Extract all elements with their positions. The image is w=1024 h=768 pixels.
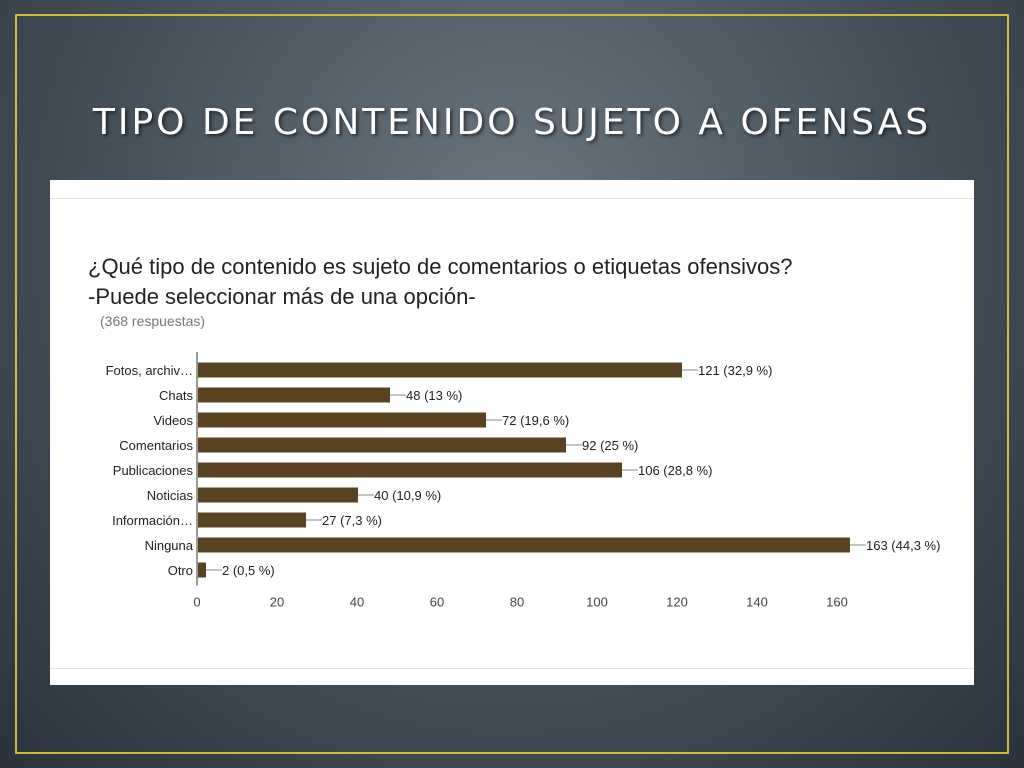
bar-chart: Fotos, archiv… 121 (32,9 %) Chats 48 (13 %)… (106, 352, 940, 610)
bar (198, 562, 206, 578)
category-label: Otro (168, 563, 193, 578)
bar (198, 362, 682, 378)
bar (198, 512, 306, 528)
question-line-1: ¿Qué tipo de contenido es sujeto de come… (88, 254, 793, 279)
x-tick-label: 140 (746, 595, 768, 610)
slide-frame (15, 14, 1009, 754)
category-label: Comentarios (119, 438, 193, 453)
response-count: (368 respuestas) (100, 313, 206, 329)
survey-question: ¿Qué tipo de contenido es sujeto de come… (88, 252, 792, 312)
x-tick-label: 120 (666, 595, 688, 610)
chart-panel: ¿Qué tipo de contenido es sujeto de come… (50, 180, 974, 685)
data-label: 72 (19,6 %) (502, 413, 569, 428)
data-label: 106 (28,8 %) (638, 463, 712, 478)
category-label: Publicaciones (113, 463, 194, 478)
bar (198, 462, 622, 478)
bar (198, 537, 850, 553)
x-tick-label: 20 (270, 595, 284, 610)
data-label: 163 (44,3 %) (866, 538, 940, 553)
x-tick-label: 80 (510, 595, 524, 610)
data-label: 2 (0,5 %) (222, 563, 275, 578)
panel-divider-top (50, 198, 974, 199)
category-label: Noticias (147, 488, 194, 503)
data-label: 48 (13 %) (406, 388, 462, 403)
x-tick-label: 160 (826, 595, 848, 610)
bar (198, 412, 486, 428)
category-label: Información… (112, 513, 193, 528)
data-label: 40 (10,9 %) (374, 488, 441, 503)
x-tick-label: 60 (430, 595, 444, 610)
x-tick-label: 0 (193, 595, 200, 610)
category-label: Videos (153, 413, 193, 428)
data-label: 92 (25 %) (582, 438, 638, 453)
data-label: 121 (32,9 %) (698, 363, 772, 378)
data-label: 27 (7,3 %) (322, 513, 382, 528)
category-label: Chats (159, 388, 193, 403)
bar (198, 437, 566, 453)
x-tick-label: 100 (586, 595, 608, 610)
question-line-2: -Puede seleccionar más de una opción- (88, 284, 476, 309)
category-label: Ninguna (145, 538, 194, 553)
slide-title: TIPO DE CONTENIDO SUJETO A OFENSAS (92, 102, 932, 143)
x-tick-label: 40 (350, 595, 364, 610)
bar (198, 487, 358, 503)
bar (198, 387, 390, 403)
panel-divider-bottom (50, 668, 974, 669)
category-label: Fotos, archiv… (106, 363, 193, 378)
